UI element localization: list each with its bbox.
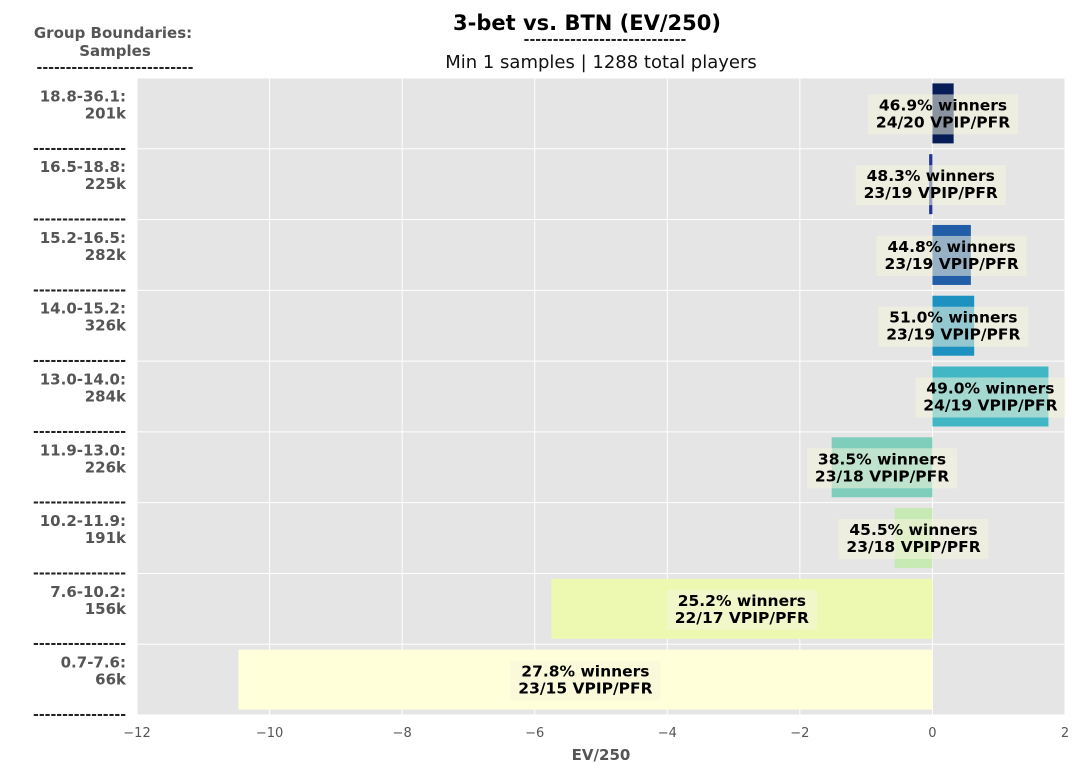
group-separator: ----------------	[33, 141, 126, 157]
group-range-label: 14.0-15.2:	[40, 300, 126, 318]
group-samples-label: 66k	[95, 671, 127, 689]
group-separator: ----------------	[33, 424, 126, 440]
group-samples-label: 282k	[85, 246, 127, 264]
group-range-label: 18.8-36.1:	[40, 87, 126, 105]
vpip-pfr-label: 24/20 VPIP/PFR	[876, 113, 1010, 131]
winners-label: 51.0% winners	[889, 309, 1017, 327]
annotation-background	[878, 306, 1029, 347]
winners-label: 46.9% winners	[879, 96, 1007, 114]
group-separator: ----------------	[33, 353, 126, 369]
group-range-label: 0.7-7.6:	[61, 654, 126, 672]
group-samples-label: 201k	[85, 104, 127, 122]
annotation-background	[868, 94, 1019, 135]
x-axis-ticks: −12 −10 −8 −6 −4 −2 0 2	[123, 726, 1069, 741]
annotation-background	[666, 589, 817, 630]
group-range-label: 15.2-16.5:	[40, 229, 126, 247]
x-tick-label: 2	[1061, 726, 1069, 741]
group-separator: ----------------	[33, 565, 126, 581]
vpip-pfr-label: 23/18 VPIP/PFR	[815, 467, 949, 485]
annotation-background	[807, 448, 958, 489]
group-samples-label: 226k	[85, 458, 127, 476]
x-tick-label: −6	[525, 726, 544, 741]
group-range-label: 13.0-14.0:	[40, 371, 126, 389]
annotation-background	[510, 660, 661, 701]
x-tick-label: 0	[928, 726, 936, 741]
group-separator: ----------------	[33, 707, 126, 723]
group-separator: ----------------	[33, 495, 126, 511]
group-samples-label: 156k	[85, 600, 127, 618]
chart-title-underline: ----------------------------	[524, 32, 687, 48]
winners-label: 44.8% winners	[888, 238, 1016, 256]
x-tick-label: −8	[393, 726, 412, 741]
chart-subtitle: Min 1 samples | 1288 total players	[445, 52, 757, 73]
vpip-pfr-label: 23/19 VPIP/PFR	[886, 326, 1020, 344]
winners-label: 48.3% winners	[867, 167, 995, 185]
group-samples-label: 191k	[85, 529, 127, 547]
group-samples-label: 284k	[85, 388, 127, 406]
vpip-pfr-label: 23/15 VPIP/PFR	[518, 680, 652, 698]
annotation-background	[915, 377, 1066, 418]
group-range-label: 16.5-18.8:	[40, 158, 126, 176]
x-tick-label: −12	[123, 726, 150, 741]
vpip-pfr-label: 24/19 VPIP/PFR	[923, 397, 1057, 415]
x-tick-label: −10	[256, 726, 283, 741]
x-tick-label: −2	[790, 726, 809, 741]
winners-label: 27.8% winners	[521, 663, 649, 681]
winners-label: 38.5% winners	[818, 450, 946, 468]
winners-label: 45.5% winners	[849, 521, 977, 539]
annotation-background	[876, 235, 1027, 276]
y-axis-labels: 18.8-36.1:201k----------------16.5-18.8:…	[33, 87, 127, 723]
group-separator: ----------------	[33, 636, 126, 652]
group-range-label: 10.2-11.9:	[40, 512, 126, 530]
group-samples-label: 326k	[85, 317, 127, 335]
x-tick-label: −4	[658, 726, 677, 741]
vpip-pfr-label: 22/17 VPIP/PFR	[675, 609, 809, 627]
winners-label: 25.2% winners	[678, 592, 806, 610]
group-samples-label: 225k	[85, 175, 127, 193]
vpip-pfr-label: 23/19 VPIP/PFR	[864, 184, 998, 202]
group-boundaries-underline: ---------------------------	[37, 60, 194, 76]
group-range-label: 11.9-13.0:	[40, 441, 126, 459]
chart-title: 3-bet vs. BTN (EV/250)	[453, 11, 721, 35]
annotation-background	[838, 519, 989, 560]
group-separator: ----------------	[33, 212, 126, 228]
group-boundaries-subtitle: Samples	[79, 42, 151, 60]
x-axis-label: EV/250	[572, 746, 631, 764]
vpip-pfr-label: 23/19 VPIP/PFR	[885, 255, 1019, 273]
winners-label: 49.0% winners	[926, 380, 1054, 398]
annotation-background	[855, 165, 1006, 206]
group-separator: ----------------	[33, 282, 126, 298]
vpip-pfr-label: 23/18 VPIP/PFR	[846, 538, 980, 556]
group-range-label: 7.6-10.2:	[50, 583, 126, 601]
group-boundaries-title: Group Boundaries:	[34, 24, 192, 42]
